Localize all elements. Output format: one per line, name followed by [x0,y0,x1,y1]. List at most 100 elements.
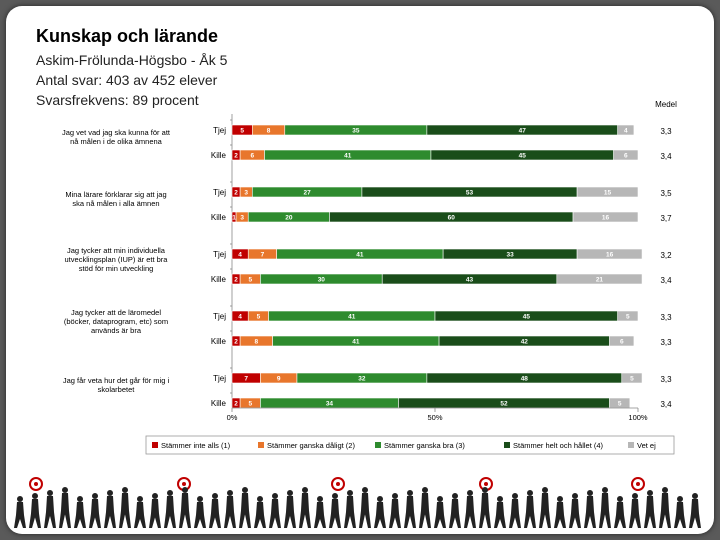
person-silhouette-head [302,487,308,493]
person-silhouette-body [359,493,371,528]
bar-data-label: 35 [352,128,360,135]
person-silhouette-body [179,493,191,528]
legend-entry: Stämmer helt och hållet (4) [513,441,604,450]
bar-data-label: 16 [602,215,610,222]
person-silhouette-body [209,499,221,528]
bar-data-label: 45 [519,153,527,160]
bar-data-label: 60 [448,215,456,222]
bar-data-label: 4 [238,314,242,321]
bar-data-label: 30 [318,277,326,284]
bar-segment [576,186,639,198]
bar-data-label: 6 [250,153,254,160]
person-silhouette-body [509,499,521,528]
bar-data-label: 9 [277,376,281,383]
person-silhouette-head [377,496,383,502]
person-silhouette-head [452,493,458,499]
bar-data-label: 1 [232,215,236,222]
row-label-tjej: Tjej [213,126,226,135]
question-label-0-line-1: nå målen i de olika ämnena [70,137,163,146]
person-silhouette-head [422,487,428,493]
person-silhouette-body [524,496,536,528]
person-silhouette-head [242,487,248,493]
slide-title: Kunskap och lärande [36,26,219,46]
person-silhouette-head [152,493,158,499]
person-silhouette-body [374,502,386,528]
person-silhouette-body [239,493,251,528]
bar-segment [572,211,639,223]
bar-data-label: 27 [303,190,311,197]
person-silhouette-body [434,502,446,528]
person-silhouette-head [197,496,203,502]
bar-data-label: 5 [257,314,261,321]
target-icon [631,477,645,491]
person-silhouette-body [569,499,581,528]
mean-value: 3,3 [660,338,672,347]
bar-data-label: 52 [500,401,508,408]
person-silhouette-body [224,496,236,528]
bar-segment [617,310,639,322]
bar-data-label: 33 [506,252,514,259]
legend-swatch [504,442,510,448]
person-silhouette-head [437,496,443,502]
person-silhouette-head [137,496,143,502]
bar-data-label: 5 [618,401,622,408]
person-silhouette-body [314,502,326,528]
question-label-2-line-1: utvecklingsplan (IUP) är ett bra [65,255,169,264]
person-silhouette-head [227,490,233,496]
legend-swatch [258,442,264,448]
person-silhouette-head [572,493,578,499]
person-silhouette-body [29,499,41,528]
person-silhouette-head [587,490,593,496]
person-silhouette-body [584,496,596,528]
row-label-tjej: Tjej [213,250,226,259]
person-silhouette-body [44,496,56,528]
person-silhouette-body [254,502,266,528]
target-icon-center [182,482,186,486]
person-silhouette-head [467,490,473,496]
person-silhouette-body [329,499,341,528]
person-silhouette-body [344,496,356,528]
legend-swatch [152,442,158,448]
person-silhouette-body [74,502,86,528]
person-silhouette-head [617,496,623,502]
person-silhouette-body [89,499,101,528]
bar-data-label: 34 [326,401,334,408]
row-label-tjej: Tjej [213,312,226,321]
person-silhouette-body [479,493,491,528]
person-silhouette-body [14,502,26,528]
legend-entry: Stämmer ganska dåligt (2) [267,441,355,450]
question-label-2-line-2: stöd för min utveckling [79,264,154,273]
bar-data-label: 4 [238,252,242,259]
bar-data-label: 2 [234,401,238,408]
person-silhouette-body [284,496,296,528]
bar-segment [556,273,643,285]
bar-data-label: 5 [248,277,252,284]
person-silhouette-head [542,487,548,493]
legend-entry: Stämmer ganska bra (3) [384,441,465,450]
row-label-kille: Kille [211,275,227,284]
person-silhouette-head [527,490,533,496]
person-silhouette-body [59,493,71,528]
bar-data-label: 53 [466,190,474,197]
person-silhouette-head [662,487,668,493]
row-label-tjej: Tjej [213,188,226,197]
person-silhouette-head [512,493,518,499]
bar-data-label: 8 [267,128,271,135]
subtitle-school: Askim-Frölunda-Högsbo - Åk 5 [36,52,228,68]
mean-value: 3,7 [660,214,672,223]
person-silhouette-head [17,496,23,502]
person-silhouette-head [47,490,53,496]
question-label-3-line-2: används är bra [91,326,142,335]
person-silhouette-body [149,499,161,528]
bar-data-label: 8 [255,339,259,346]
mean-column-title: Medel [655,100,677,109]
bar-data-label: 5 [240,128,244,135]
person-silhouette-head [62,487,68,493]
bar-data-label: 41 [352,339,360,346]
row-label-kille: Kille [211,151,227,160]
mean-value: 3,3 [660,127,672,136]
question-label-1-line-1: ska nå målen i alla ämnen [72,199,159,208]
bar-data-label: 5 [248,401,252,408]
target-icon [29,477,43,491]
person-silhouette-head [287,490,293,496]
